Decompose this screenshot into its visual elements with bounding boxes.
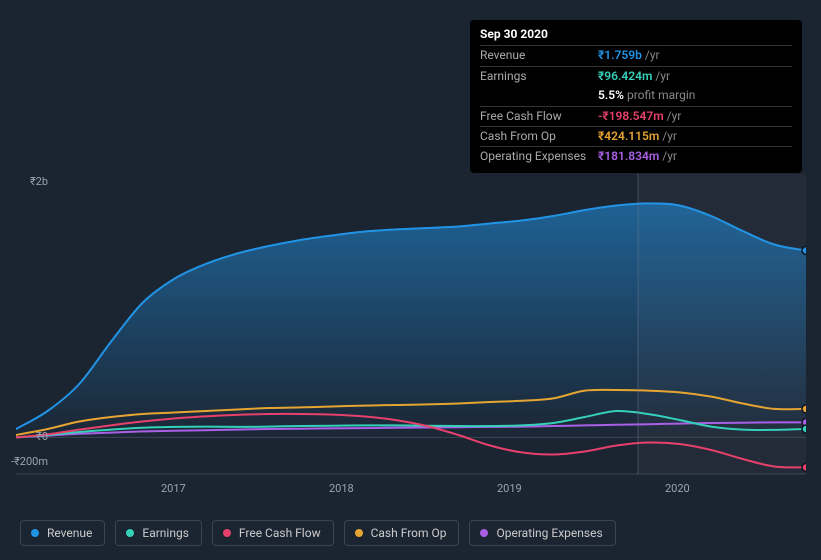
tooltip-row: Revenue₹1.759b/yr (480, 45, 792, 65)
x-axis-label: 2019 (497, 482, 522, 495)
tooltip-row-value: ₹424.115m/yr (598, 128, 677, 145)
legend-item-earnings[interactable]: Earnings (115, 520, 202, 546)
x-axis-label: 2018 (329, 482, 354, 495)
legend-dot (355, 529, 363, 537)
tooltip-row-label: Free Cash Flow (480, 108, 598, 125)
legend-item-operating-expenses[interactable]: Operating Expenses (469, 520, 615, 546)
legend-dot (126, 529, 134, 537)
tooltip-row: Cash From Op₹424.115m/yr (480, 126, 792, 146)
tooltip-row-value: -₹198.547m/yr (598, 108, 681, 125)
y-axis-label: ₹0 (2, 430, 48, 443)
legend-dot (223, 529, 231, 537)
legend-item-cash-from-op[interactable]: Cash From Op (344, 520, 460, 546)
tooltip-row: Free Cash Flow-₹198.547m/yr (480, 106, 792, 126)
chart-tooltip: Sep 30 2020 Revenue₹1.759b/yrEarnings₹96… (470, 20, 802, 173)
chart-legend: Revenue Earnings Free Cash Flow Cash From O… (20, 520, 616, 546)
legend-label: Revenue (47, 526, 92, 540)
x-axis-label: 2020 (665, 482, 690, 495)
tooltip-row: Earnings₹96.424m/yr (480, 66, 792, 86)
tooltip-row: 5.5%profit margin (480, 86, 792, 105)
tooltip-row-label: Earnings (480, 68, 598, 85)
legend-label: Cash From Op (371, 526, 447, 540)
legend-dot (480, 529, 488, 537)
tooltip-row-label: Cash From Op (480, 128, 598, 145)
x-axis-label: 2017 (161, 482, 186, 495)
tooltip-row-value: ₹96.424m/yr (598, 68, 670, 85)
legend-item-revenue[interactable]: Revenue (20, 520, 105, 546)
legend-label: Free Cash Flow (239, 526, 321, 540)
tooltip-row-value: ₹1.759b/yr (598, 47, 660, 64)
legend-label: Operating Expenses (496, 526, 602, 540)
tooltip-row-value: 5.5%profit margin (598, 87, 695, 104)
tooltip-date: Sep 30 2020 (480, 26, 792, 45)
tooltip-row-label: Revenue (480, 47, 598, 64)
legend-label: Earnings (142, 526, 189, 540)
financials-chart[interactable] (16, 152, 806, 501)
y-axis-label: -₹200m (2, 455, 48, 468)
legend-item-free-cash-flow[interactable]: Free Cash Flow (212, 520, 334, 546)
tooltip-row-label (480, 87, 598, 104)
y-axis-label: ₹2b (2, 175, 48, 188)
legend-dot (31, 529, 39, 537)
